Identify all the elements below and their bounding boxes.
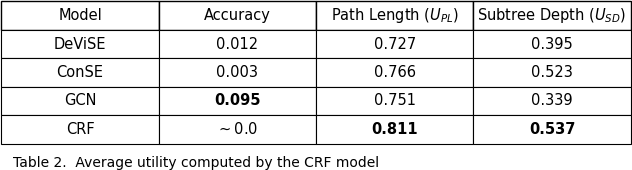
Text: Table 2.  Average utility computed by the CRF model: Table 2. Average utility computed by the… <box>13 156 379 170</box>
